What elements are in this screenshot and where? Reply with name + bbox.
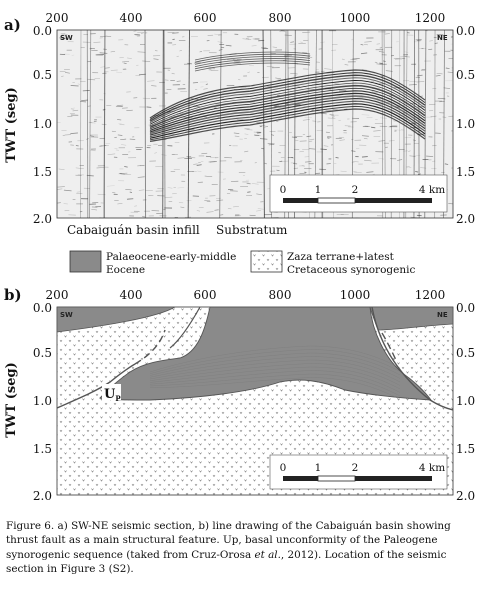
seismic-reflectors [149, 51, 426, 143]
legend-label-line: Palaeocene-early-middle [106, 251, 236, 263]
x-tick: 1000 [340, 11, 371, 25]
x-tick: 600 [194, 11, 217, 25]
x-tick: 200 [46, 288, 69, 302]
unconformity-label: UP [104, 387, 121, 403]
x-tick: 400 [120, 11, 143, 25]
legend-label-line: Eocene [106, 264, 145, 276]
y-tick: 1.0 [33, 117, 52, 131]
label-substratum: Substratum [216, 223, 288, 237]
figure-6: a) 200 400 600 800 1000 1200 0.0 0.5 1.0… [4, 11, 475, 503]
y-tick: 2.0 [456, 489, 475, 503]
y-tick: 0.5 [456, 68, 475, 82]
x-tick: 1200 [415, 288, 446, 302]
svg-text:1: 1 [315, 462, 322, 474]
figure-caption: Figure 6. a) SW-NE seismic section, b) l… [6, 520, 455, 575]
panel-b-top-x-axis: 200 400 600 800 1000 1200 [46, 288, 446, 302]
unconformity-label-box [102, 384, 121, 400]
panel-b-right-y-axis: 0.0 0.5 1.0 1.5 2.0 [456, 301, 475, 503]
corner-label-ne: NE [437, 34, 448, 42]
scale-bar-box [269, 454, 448, 490]
y-tick: 0.0 [33, 24, 52, 38]
legend-label-line: Zaza terrane+latest [287, 251, 395, 263]
panel-b-y-title: TWT (seg) [4, 362, 19, 437]
x-tick: 200 [46, 11, 69, 25]
x-tick: 800 [269, 11, 292, 25]
svg-text:0: 0 [280, 462, 287, 474]
panel-a-label: a) [4, 16, 21, 34]
panel-a-top-x-axis: 200 400 600 800 1000 1200 [46, 11, 446, 25]
basin-fill-right-wedge [369, 307, 453, 331]
scale-bar: 0 1 2 4 km [280, 462, 445, 482]
y-tick: 0.5 [33, 346, 52, 360]
y-tick: 1.0 [456, 394, 475, 408]
y-tick: 2.0 [33, 212, 52, 226]
y-tick: 0.0 [456, 301, 475, 315]
thrust-fault-left-dashed [134, 329, 166, 365]
panel-a-y-title: TWT (seg) [4, 87, 19, 162]
svg-text:4 km: 4 km [419, 462, 445, 474]
legend-swatch-zaza [250, 250, 283, 273]
basin-fill-left-wedge [57, 307, 176, 333]
svg-text:1: 1 [315, 184, 322, 196]
svg-text:0: 0 [280, 184, 287, 196]
corner-label-sw: SW [60, 34, 73, 42]
x-tick: 1000 [340, 288, 371, 302]
scale-bar-box [269, 174, 448, 213]
svg-text:2: 2 [352, 184, 359, 196]
y-tick: 1.0 [33, 394, 52, 408]
basin-fill-main [99, 307, 432, 401]
y-tick: 1.5 [456, 165, 475, 179]
thrust-fault-center [169, 307, 201, 349]
legend-label-line: Cretaceous synorogenic [287, 264, 415, 276]
x-tick: 600 [194, 288, 217, 302]
svg-text:2: 2 [352, 462, 359, 474]
corner-label-sw: SW [60, 311, 73, 319]
legend: Palaeocene-early-middle Eocene Zaza terr… [69, 250, 415, 276]
x-tick: 1200 [415, 11, 446, 25]
panel-a-right-y-axis: 0.0 0.5 1.0 1.5 2.0 [456, 24, 475, 226]
corner-label-ne: NE [437, 311, 448, 319]
thrust-fault-left [57, 363, 136, 409]
label-basin-infill: Cabaiguán basin infill [67, 223, 200, 237]
seismic-section-image: SW NE 0 1 2 4 km [56, 29, 454, 219]
thrust-fault-right [371, 307, 453, 411]
basin-internal-layering [149, 345, 401, 400]
y-tick: 2.0 [456, 212, 475, 226]
panel-b-label: b) [4, 286, 22, 304]
panel-b-left-y-axis: 0.0 0.5 1.0 1.5 2.0 [33, 301, 52, 503]
scale-bar: 0 1 2 4 km [280, 184, 445, 204]
y-tick: 0.5 [33, 68, 52, 82]
y-tick: 1.5 [33, 165, 52, 179]
x-tick: 800 [269, 288, 292, 302]
y-tick: 0.5 [456, 346, 475, 360]
svg-text:4 km: 4 km [419, 184, 445, 196]
y-tick: 1.5 [33, 442, 52, 456]
y-tick: 0.0 [33, 301, 52, 315]
y-tick: 1.5 [456, 442, 475, 456]
thrust-fault-right-dashed [381, 332, 397, 361]
legend-swatch-paleocene [69, 250, 102, 273]
y-tick: 1.0 [456, 117, 475, 131]
line-drawing: SW NE UP 0 1 2 4 km [56, 306, 454, 496]
y-tick: 2.0 [33, 489, 52, 503]
y-tick: 0.0 [456, 24, 475, 38]
x-tick: 400 [120, 288, 143, 302]
panel-a-left-y-axis: 0.0 0.5 1.0 1.5 2.0 [33, 24, 52, 226]
